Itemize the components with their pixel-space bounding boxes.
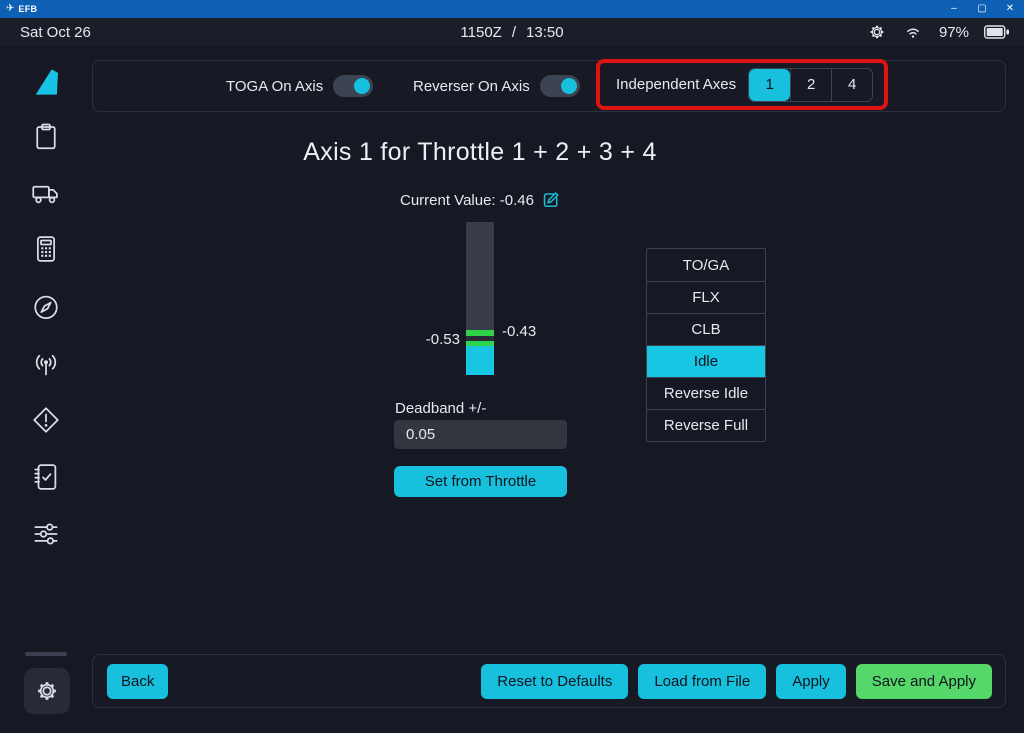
sidebar-item-presets[interactable] xyxy=(29,517,63,551)
efb-app: TOGA On Axis Reverser On Axis Independen… xyxy=(0,46,1024,733)
page-title: Axis 1 for Throttle 1 + 2 + 3 + 4 xyxy=(303,138,657,166)
detent-clb[interactable]: CLB xyxy=(647,313,765,345)
window-title: EFB xyxy=(18,4,38,14)
utc-time: 1150Z xyxy=(460,23,502,41)
apply-button[interactable]: Apply xyxy=(776,663,846,699)
axes-option-4[interactable]: 4 xyxy=(831,68,872,101)
calculator-icon xyxy=(37,236,55,262)
detent-flx[interactable]: FLX xyxy=(647,281,765,313)
sidebar-item-logo[interactable] xyxy=(29,65,63,99)
sliders-icon xyxy=(34,523,58,545)
time-separator: / xyxy=(511,23,517,41)
toga-on-axis-label: TOGA On Axis xyxy=(226,77,324,95)
detent-idle[interactable]: Idle xyxy=(647,345,765,377)
annotation-red-box: Independent Axes 1 2 4 xyxy=(596,59,888,110)
sidebar-divider xyxy=(25,652,67,656)
status-date: Sat Oct 26 xyxy=(20,23,91,41)
throttle-options-toolbar: TOGA On Axis Reverser On Axis Independen… xyxy=(92,59,1006,112)
clipboard-icon xyxy=(36,123,56,150)
current-value: -0.46 xyxy=(499,191,534,209)
footer-toolbar: Back Reset to Defaults Load from File Ap… xyxy=(92,654,1006,708)
toga-on-axis-toggle[interactable] xyxy=(333,75,374,97)
reverser-on-axis-label: Reverser On Axis xyxy=(413,77,530,95)
truck-icon xyxy=(32,185,58,204)
axes-option-1[interactable]: 1 xyxy=(749,68,791,101)
edit-icon[interactable] xyxy=(542,191,560,209)
sidebar-item-navigation[interactable] xyxy=(29,290,63,324)
deadband-high-value: -0.43 xyxy=(502,323,537,340)
back-button[interactable]: Back xyxy=(107,663,169,699)
axis-bar-track xyxy=(466,222,494,330)
sidebar-item-performance[interactable] xyxy=(29,232,63,266)
battery-icon xyxy=(984,25,1010,39)
toggle-knob xyxy=(560,78,577,94)
detent-reverse-idle[interactable]: Reverse Idle xyxy=(647,377,765,409)
minimize-button[interactable]: – xyxy=(951,3,957,14)
gear-icon xyxy=(38,682,56,700)
sidebar-item-ground[interactable] xyxy=(29,176,63,210)
sidebar-item-settings[interactable] xyxy=(24,668,70,714)
status-clock: 1150Z / 13:50 xyxy=(0,24,1024,41)
local-time: 13:50 xyxy=(526,23,564,41)
deadband-low-value: -0.53 xyxy=(425,331,460,348)
window-titlebar: ✈ EFB – ▢ ✕ xyxy=(0,0,1024,18)
independent-axes-selector: 1 2 4 xyxy=(748,67,874,102)
detent-reverse-full[interactable]: Reverse Full xyxy=(647,409,765,441)
journal-check-icon xyxy=(34,464,57,490)
detent-list: TO/GA FLX CLB Idle Reverse Idle Reverse … xyxy=(646,248,766,442)
deadband-label: Deadband +/- xyxy=(395,400,487,417)
axis-bar-detent-line xyxy=(466,336,494,341)
warning-diamond-icon xyxy=(33,407,59,433)
axis-bar-deadband-bottom xyxy=(466,341,494,346)
independent-axes-label: Independent Axes xyxy=(616,76,737,93)
axis-bar-deadband-top xyxy=(466,330,494,336)
detent-toga[interactable]: TO/GA xyxy=(682,256,730,274)
current-value-text: Current Value: -0.46 xyxy=(400,191,534,209)
set-from-throttle-button[interactable]: Set from Throttle xyxy=(394,466,567,497)
save-and-apply-button[interactable]: Save and Apply xyxy=(855,663,992,699)
sidebar-item-atc[interactable] xyxy=(29,347,63,381)
close-button[interactable]: ✕ xyxy=(1005,3,1015,14)
maximize-button[interactable]: ▢ xyxy=(977,3,987,14)
compass-icon xyxy=(34,295,58,320)
app-icon: ✈ xyxy=(6,3,15,14)
reset-to-defaults-button[interactable]: Reset to Defaults xyxy=(481,663,629,699)
sidebar-item-failures[interactable] xyxy=(29,403,63,437)
wifi-icon xyxy=(902,22,924,42)
load-from-file-button[interactable]: Load from File xyxy=(638,663,767,699)
reverser-on-axis-toggle[interactable] xyxy=(539,75,580,97)
deadband-input[interactable] xyxy=(394,420,567,449)
status-bar: Sat Oct 26 1150Z / 13:50 97% xyxy=(0,18,1024,46)
sidebar-item-dispatch[interactable] xyxy=(29,120,63,154)
axis-value-bar xyxy=(466,222,494,375)
axes-option-2[interactable]: 2 xyxy=(790,68,831,101)
gear-icon[interactable] xyxy=(867,22,887,42)
axis-bar-fill xyxy=(466,346,494,375)
broadcast-antenna-icon xyxy=(35,354,57,376)
battery-percent: 97% xyxy=(938,23,969,41)
sidebar-item-checklists[interactable] xyxy=(29,460,63,494)
tailfin-logo-icon xyxy=(35,69,58,95)
toggle-knob xyxy=(354,78,371,94)
